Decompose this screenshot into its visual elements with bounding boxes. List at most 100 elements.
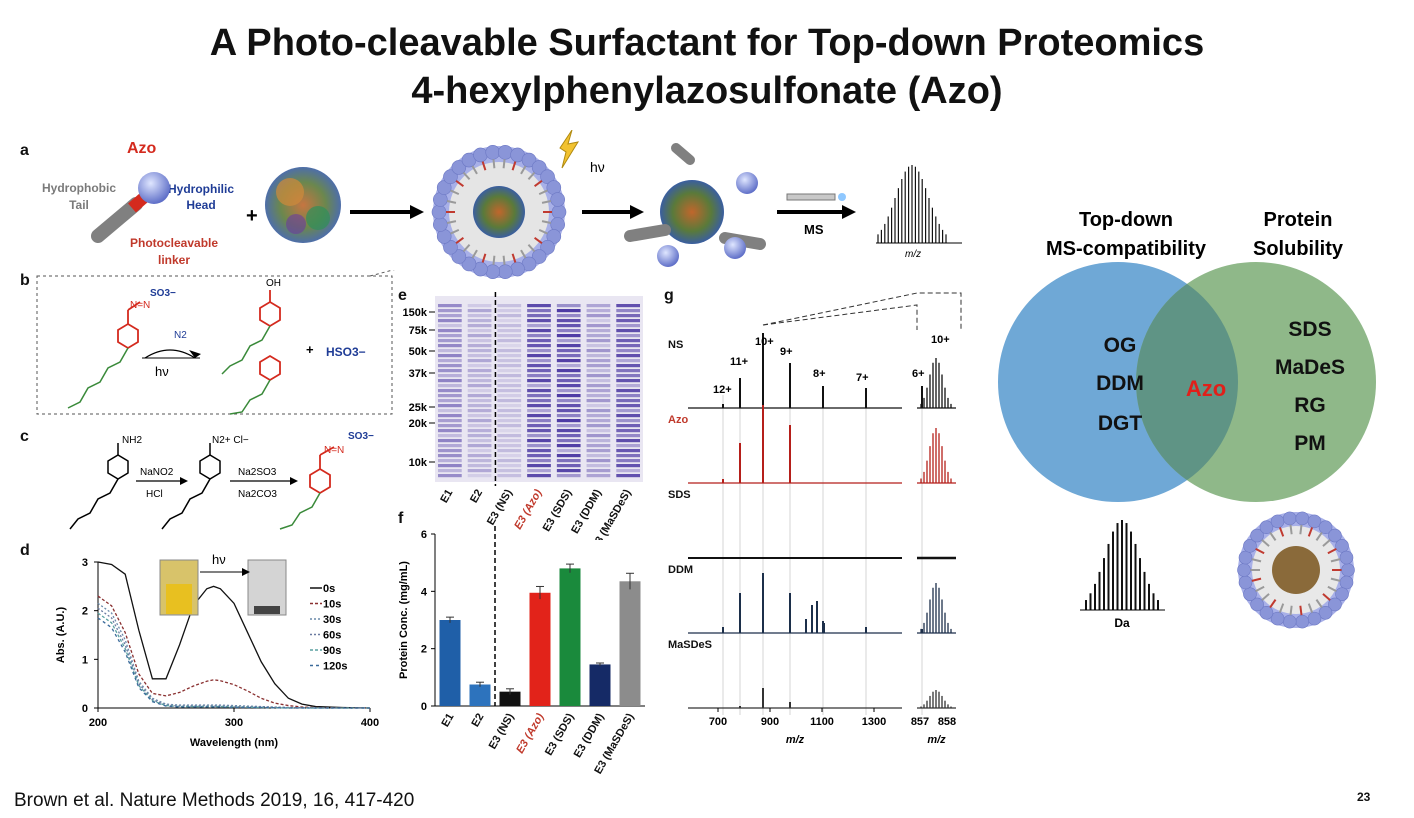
g-charge-label: 8+ — [813, 368, 826, 380]
gel-band — [527, 429, 551, 433]
arrow-2 — [582, 205, 644, 219]
micelle-head — [1295, 614, 1310, 629]
g-zoom-connector — [762, 292, 962, 330]
gel-marker-label: 10k — [409, 457, 428, 469]
gel-band — [527, 454, 551, 458]
gel-band — [527, 459, 551, 463]
gel-band — [586, 474, 611, 478]
micelle-tail — [471, 249, 478, 259]
mass-spectrum-icon — [877, 165, 947, 243]
micelle-tail — [492, 255, 496, 265]
f-category-label: E3 (NS) — [487, 711, 517, 751]
gel-band — [467, 309, 492, 313]
gel-band — [527, 344, 551, 348]
d-x-tick-label: 400 — [361, 717, 379, 729]
micelle-head — [1259, 605, 1274, 620]
gel-band — [586, 324, 611, 328]
gel-band — [616, 359, 640, 363]
gel-band — [616, 334, 640, 338]
gel-band — [467, 364, 492, 368]
d-y-tick-label: 0 — [82, 703, 88, 715]
svg-text:OH: OH — [266, 278, 281, 289]
gel-band — [527, 359, 551, 363]
gel-band — [616, 339, 640, 343]
gel-band — [527, 424, 551, 428]
gel-band — [497, 339, 522, 343]
gel-lane-label: E1 — [438, 488, 455, 506]
gel-band — [467, 424, 492, 428]
micelle-head — [531, 160, 547, 175]
micelle-tail — [446, 200, 457, 204]
micelle-head — [1259, 520, 1274, 535]
gel-band — [616, 414, 640, 418]
micelle-head — [531, 249, 547, 264]
venn-micelle-icon — [1237, 511, 1355, 629]
gel-band — [556, 399, 581, 403]
gel-band — [467, 334, 492, 338]
hydrophilic-head-label: Hydrophilic Head — [168, 182, 235, 212]
venn-item-mades: MaDeS — [1275, 356, 1345, 379]
gel-band — [527, 464, 551, 468]
panel-a-scheme: + hν MS m/z — [91, 130, 962, 279]
gel-band — [438, 409, 462, 413]
micelle-head — [1318, 605, 1333, 620]
gel-band — [556, 349, 581, 353]
gel-band — [527, 324, 551, 328]
gel-band — [497, 359, 522, 363]
micelle-head — [451, 249, 467, 264]
gel-band — [467, 449, 492, 453]
g-x-tick-label: 900 — [761, 716, 779, 728]
micelle-tail — [1307, 527, 1314, 537]
gel-band — [497, 424, 522, 428]
gel-band — [438, 419, 462, 423]
gel-band — [467, 304, 492, 308]
gel-band — [556, 369, 581, 373]
gel-band — [586, 429, 611, 433]
gel-band — [586, 369, 611, 373]
micelle-head — [1341, 563, 1355, 577]
gel-band — [527, 334, 551, 338]
gel-band — [616, 424, 640, 428]
gel-band — [497, 439, 522, 443]
micelle-head — [510, 261, 525, 277]
gel-band — [616, 399, 640, 403]
gel-band — [497, 384, 522, 388]
gel-band — [497, 369, 522, 373]
micelle-head — [1270, 611, 1285, 626]
micelle-tail — [1278, 527, 1285, 537]
gel-band — [556, 354, 581, 358]
micelle-head — [1339, 575, 1354, 590]
gel-band — [586, 449, 611, 453]
d-legend-entry: 90s — [323, 645, 341, 657]
gel-band — [527, 384, 551, 388]
panel-d-hv: hν — [212, 552, 226, 567]
gel-band — [467, 459, 492, 463]
gel-band — [586, 379, 611, 383]
gel-band — [616, 439, 640, 443]
svg-text:N2+ Cl−: N2+ Cl− — [212, 435, 249, 446]
slide-title-line1: A Photo-cleavable Surfactant for Top-dow… — [209, 22, 1205, 64]
gel-band — [467, 314, 492, 318]
gel-band — [556, 429, 581, 433]
micelle-tail — [462, 244, 471, 253]
g-x-tick-label: 1300 — [862, 716, 886, 728]
micelle-tail — [1322, 593, 1331, 601]
gel-band — [556, 454, 581, 458]
gel-band — [438, 344, 462, 348]
gel-band — [438, 399, 462, 403]
micelle-tail — [1299, 524, 1303, 535]
g-charge-label: 12+ — [713, 384, 732, 396]
gel-band — [556, 414, 581, 418]
gel-band — [497, 449, 522, 453]
micelle-tail — [455, 237, 464, 244]
gel-band — [527, 319, 551, 323]
gel-band — [616, 389, 640, 393]
svg-text:NaNO2: NaNO2 — [140, 467, 174, 478]
ms-spectra-panel: NS Azo SDS DDM MaSDeS 12+ 11+ 10+ 9+ 8+ 7+ 6+ 10+ 700… — [668, 292, 962, 746]
gel-band — [527, 439, 551, 443]
gel-band — [438, 349, 462, 353]
gel-band — [556, 339, 581, 343]
panel-e-label: e — [398, 287, 407, 304]
